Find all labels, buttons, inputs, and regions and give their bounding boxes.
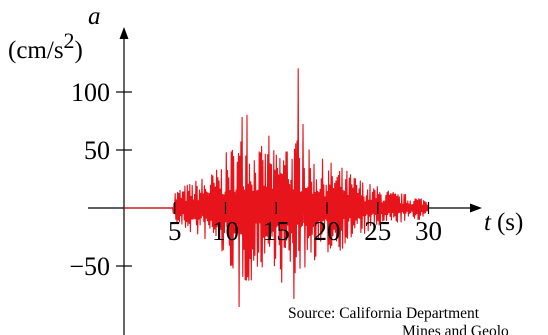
- source-note-line1: Source: California Department: [288, 305, 480, 322]
- y-tick-label: 100: [71, 78, 110, 107]
- y-axis-variable: a: [88, 3, 101, 30]
- x-tick-label: 30: [415, 216, 442, 246]
- x-tick-label: 10: [212, 216, 239, 246]
- y-axis-unit: (cm/s2): [8, 28, 83, 64]
- y-tick-label: −50: [69, 252, 110, 281]
- y-axis-arrow: [119, 27, 129, 39]
- x-tick-label: 5: [168, 216, 182, 246]
- source-note-line2: Mines and Geolo: [402, 323, 509, 335]
- y-tick-label: 50: [84, 136, 110, 165]
- y-ticks: 100 50 −50: [69, 78, 132, 281]
- x-axis-arrow: [470, 203, 482, 213]
- x-tick-label: 20: [314, 216, 341, 246]
- x-tick-label: 25: [364, 216, 391, 246]
- x-tick-label: 15: [263, 216, 290, 246]
- x-axis-title: t (s): [484, 209, 523, 236]
- x-ticks: 5 10 15 20 25 30: [168, 202, 442, 246]
- series-line-acceleration: [124, 68, 430, 308]
